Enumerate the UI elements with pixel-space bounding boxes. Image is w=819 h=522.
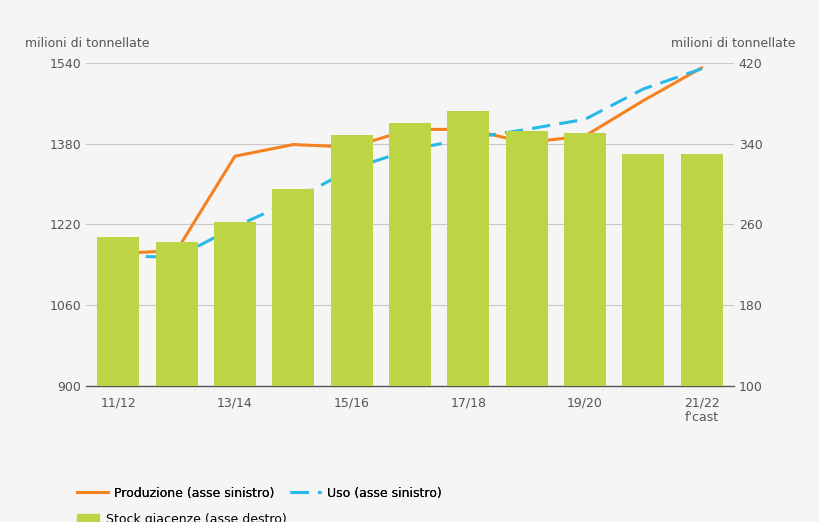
Bar	[388, 123, 431, 488]
Bar	[272, 189, 314, 488]
Bar	[680, 153, 722, 488]
Bar	[330, 136, 372, 488]
Text: milioni di tonnellate: milioni di tonnellate	[670, 37, 794, 50]
Bar	[447, 111, 489, 488]
Bar	[156, 242, 197, 488]
Legend: Produzione (asse sinistro), Uso (asse sinistro): Produzione (asse sinistro), Uso (asse si…	[72, 482, 446, 505]
Bar	[622, 153, 663, 488]
Bar	[214, 222, 256, 488]
Bar	[563, 134, 605, 488]
Text: milioni di tonnellate: milioni di tonnellate	[25, 37, 149, 50]
Bar	[505, 132, 547, 488]
Bar	[97, 236, 139, 488]
Legend: Stock giacenze (asse destro): Stock giacenze (asse destro)	[72, 508, 291, 522]
